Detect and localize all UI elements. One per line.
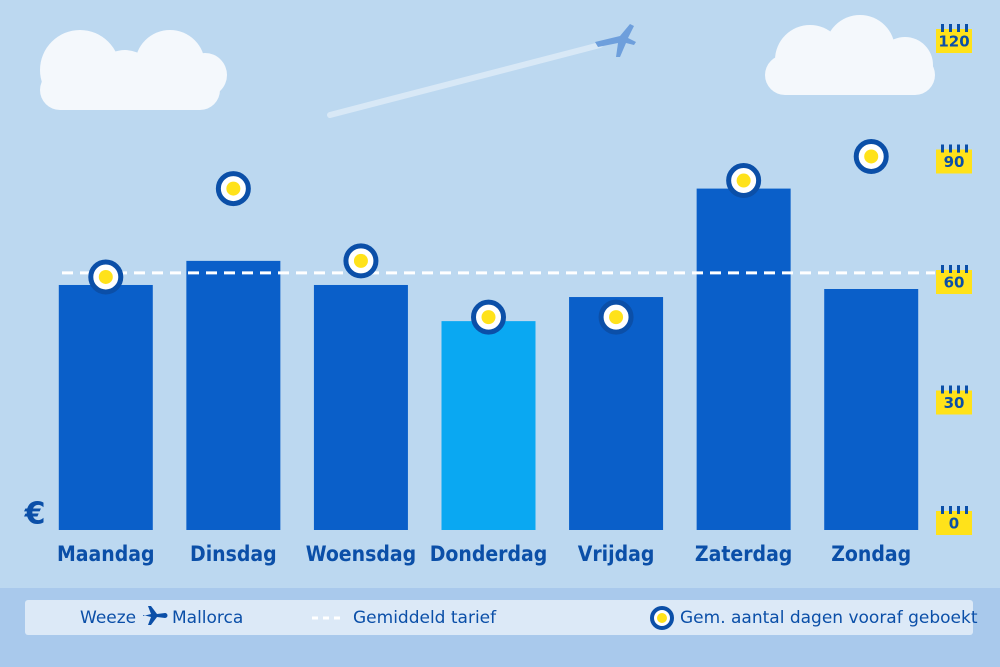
- y2-tick-label: 60: [944, 274, 965, 292]
- bar: [569, 297, 664, 530]
- y2-tick-ring: [965, 24, 968, 32]
- plot: 0 30 60 90 120 Maandag Dinsdag Woensdag Donderda…: [57, 24, 972, 566]
- legend-plane: [143, 606, 168, 625]
- y2-tick-ring: [949, 506, 952, 514]
- y2-tick-ring: [941, 506, 944, 514]
- bar: [441, 321, 536, 530]
- y2-tick-label: 90: [944, 153, 965, 171]
- x-tick-label: Maandag: [57, 542, 155, 566]
- y2-tick-ring: [949, 385, 952, 394]
- marker: [853, 138, 889, 174]
- legend-average: Gemiddeld tarief: [353, 608, 497, 628]
- legend-to: Mallorca: [172, 608, 243, 628]
- y2-tick-ring: [957, 265, 960, 273]
- y2-tick-label: 120: [938, 33, 969, 51]
- y2-tick-ring: [941, 144, 944, 153]
- marker: [343, 243, 379, 279]
- y2-tick-ring: [941, 385, 944, 394]
- y2-tick: 0: [936, 506, 972, 535]
- y2-tick-ring: [965, 506, 968, 514]
- y2-tick-icon: [936, 390, 972, 415]
- x-tick-label: Woensdag: [306, 542, 416, 566]
- marker: [598, 299, 634, 335]
- bar: [58, 284, 153, 530]
- marker: [726, 163, 762, 199]
- y2-tick-ring: [965, 385, 968, 394]
- x-tick-label: Vrijdag: [578, 542, 655, 566]
- y2-tick-ring: [949, 265, 952, 273]
- contrail: [327, 42, 603, 118]
- marker: [471, 299, 506, 335]
- y2-tick-ring: [957, 385, 960, 394]
- x-tick-label: Zondag: [831, 542, 911, 566]
- x-tick-label: Zaterdag: [695, 542, 792, 566]
- clouds: [40, 15, 935, 110]
- y2-tick-ring: [949, 144, 952, 153]
- marker-dot: [481, 310, 496, 325]
- marker-dot: [353, 253, 368, 268]
- bar: [824, 289, 919, 530]
- y2-tick-ring: [957, 506, 960, 514]
- y2-tick-ring: [957, 144, 960, 153]
- marker-dot: [226, 181, 241, 196]
- y2-tick-icon: [936, 270, 972, 294]
- y2-tick-icon: [936, 511, 972, 535]
- y2-tick: 60: [936, 265, 972, 294]
- y2-tick: 120: [936, 24, 972, 53]
- bar: [313, 284, 408, 530]
- airplane: [595, 24, 636, 57]
- y2-tick-ring: [941, 265, 944, 273]
- y2-tick-label: 30: [944, 394, 965, 412]
- marker-dot: [736, 173, 751, 188]
- legend-marker: [657, 613, 667, 623]
- y2-tick-ring: [941, 24, 944, 32]
- y2-tick: 30: [936, 385, 972, 415]
- x-tick-label: Dinsdag: [190, 542, 277, 566]
- marker: [88, 259, 124, 295]
- marker: [215, 171, 251, 207]
- bar: [696, 188, 791, 531]
- x-tick-label: Donderdag: [430, 542, 548, 566]
- legend-series: Gem. aantal dagen vooraf geboekt: [680, 608, 978, 628]
- marker-dot: [864, 149, 879, 164]
- y2-tick: 90: [936, 144, 972, 174]
- y2-tick-ring: [965, 144, 968, 153]
- marker-dot: [609, 310, 624, 325]
- legend: [25, 600, 973, 635]
- currency: €: [24, 497, 46, 532]
- y2-tick-ring: [965, 265, 968, 273]
- y2-tick-icon: [936, 29, 972, 53]
- y2-tick-ring: [949, 24, 952, 32]
- bar: [186, 260, 281, 530]
- y2-tick-icon: [936, 149, 972, 174]
- marker-dot: [98, 269, 113, 284]
- legend-from: Weeze: [80, 608, 136, 628]
- y2-tick-ring: [957, 24, 960, 32]
- y2-tick-label: 0: [949, 515, 959, 533]
